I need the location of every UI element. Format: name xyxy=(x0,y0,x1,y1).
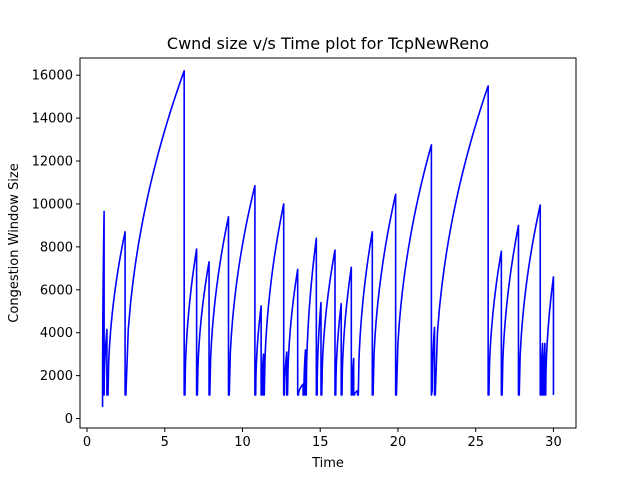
y-tick-label: 14000 xyxy=(32,112,73,127)
plot-frame xyxy=(79,57,577,429)
y-tick-label: 0 xyxy=(65,412,73,427)
cwnd-series-line xyxy=(101,70,555,408)
y-axis-ticks: 0 2000 4000 6000 8000 10000 12000 14000 16000 xyxy=(32,69,80,427)
y-tick-label: 16000 xyxy=(32,69,73,84)
y-axis-label: Congestion Window Size xyxy=(7,163,22,322)
x-tick-label: 25 xyxy=(467,435,484,450)
x-tick-label: 5 xyxy=(161,435,169,450)
y-tick-label: 12000 xyxy=(32,155,73,170)
x-tick-label: 30 xyxy=(545,435,562,450)
chart-title: Cwnd size v/s Time plot for TcpNewReno xyxy=(167,34,489,53)
x-tick-label: 15 xyxy=(312,435,329,450)
y-tick-label: 10000 xyxy=(32,197,73,212)
x-axis-label: Time xyxy=(311,456,344,471)
plot-layer xyxy=(101,70,555,408)
x-tick-label: 0 xyxy=(83,435,91,450)
y-tick-label: 8000 xyxy=(40,240,73,255)
x-axis-ticks: 0 5 10 15 20 25 30 xyxy=(83,428,562,450)
y-tick-label: 4000 xyxy=(40,326,73,341)
x-tick-label: 20 xyxy=(390,435,407,450)
x-tick-label: 10 xyxy=(234,435,251,450)
y-tick-label: 2000 xyxy=(40,369,73,384)
y-tick-label: 6000 xyxy=(40,283,73,298)
